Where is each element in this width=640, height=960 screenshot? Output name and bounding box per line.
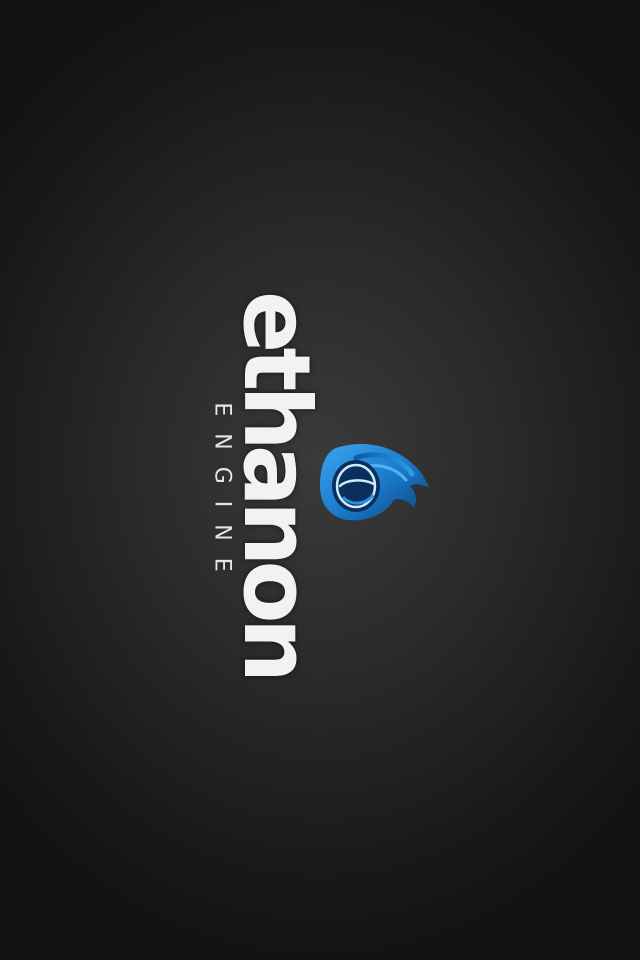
brand-wordmark: ethanon	[223, 290, 330, 678]
brand-subtitle: ENGINE	[209, 402, 235, 589]
blue-flame-e-icon	[320, 444, 429, 521]
